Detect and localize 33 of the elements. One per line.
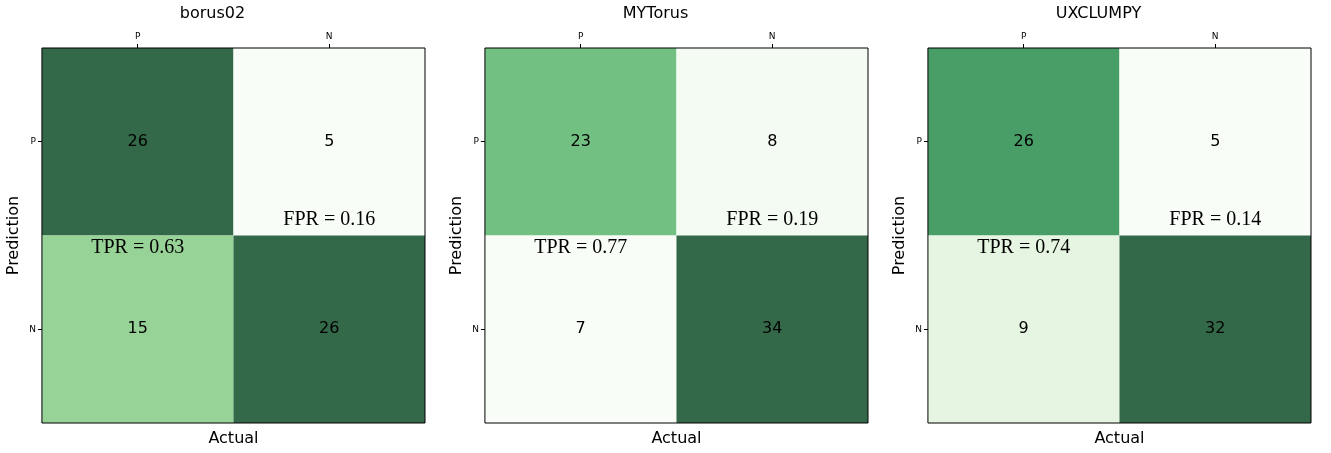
x-tick-label: N xyxy=(1211,30,1219,41)
data-label: 5 xyxy=(1210,130,1221,150)
x-tick-label: P xyxy=(134,30,141,41)
y-axis-title: Prediction xyxy=(2,195,22,276)
data-label: 9 xyxy=(1018,318,1029,338)
chart-title: borus02 xyxy=(179,2,246,22)
data-label: 26 xyxy=(127,130,148,150)
x-tick-label: N xyxy=(325,30,333,41)
chart-title: UXCLUMPY xyxy=(1055,2,1142,22)
y-axis-title: Prediction xyxy=(888,195,908,276)
x-tick-label: P xyxy=(577,30,584,41)
data-label: 23 xyxy=(570,130,591,150)
data-label: 15 xyxy=(127,318,148,338)
annotation: FPR = 0.19 xyxy=(726,206,819,229)
data-label: 34 xyxy=(762,318,783,338)
y-axis-title: Prediction xyxy=(445,195,465,276)
annotation: FPR = 0.14 xyxy=(1169,206,1262,229)
data-label: 26 xyxy=(1013,130,1034,150)
annotation: FPR = 0.16 xyxy=(283,206,376,229)
chart-title: MYTorus xyxy=(622,2,689,22)
x-tick-label: P xyxy=(1020,30,1027,41)
x-tick-label: N xyxy=(768,30,776,41)
data-label: 26 xyxy=(319,318,340,338)
x-axis-title: Actual xyxy=(208,428,259,448)
data-label: 8 xyxy=(767,130,778,150)
x-axis-title: Actual xyxy=(651,428,702,448)
x-axis-title: Actual xyxy=(1094,428,1145,448)
annotation: TPR = 0.63 xyxy=(91,234,185,257)
data-label: 5 xyxy=(324,130,335,150)
annotation: TPR = 0.77 xyxy=(534,234,628,257)
data-label: 7 xyxy=(575,318,586,338)
annotation: TPR = 0.74 xyxy=(977,234,1071,257)
data-label: 32 xyxy=(1205,318,1226,338)
